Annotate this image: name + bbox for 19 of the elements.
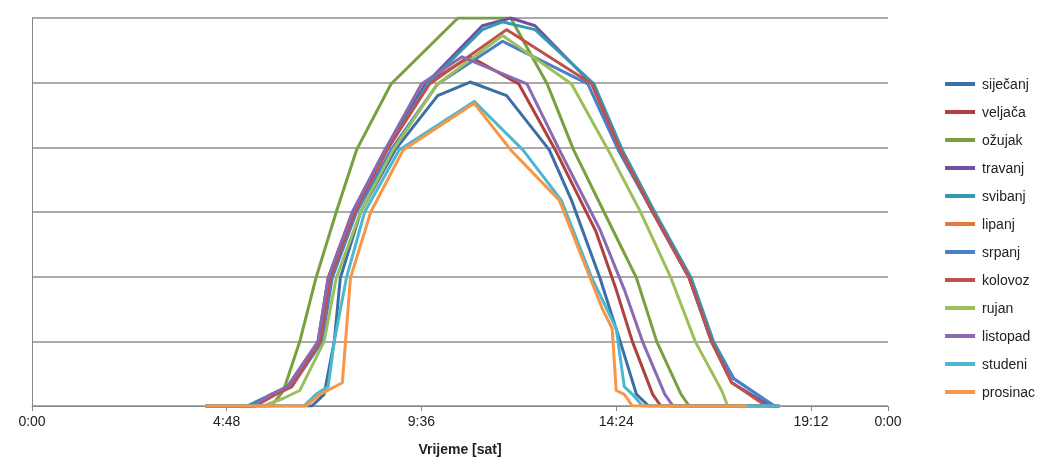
x-tick-label: 0:00: [874, 413, 902, 429]
legend-label: rujan: [982, 300, 1014, 316]
x-axis-title: Vrijeme [sat]: [418, 441, 502, 457]
legend-label: studeni: [982, 356, 1028, 372]
legend-label: lipanj: [982, 216, 1015, 232]
legend-label: veljača: [982, 104, 1026, 120]
x-tick-label: 0:00: [18, 413, 46, 429]
x-tick-label: 14:24: [598, 413, 634, 429]
legend-label: ožujak: [982, 132, 1024, 148]
legend-label: svibanj: [982, 188, 1026, 204]
legend-label: srpanj: [982, 244, 1021, 260]
x-tick-label: 4:48: [213, 413, 241, 429]
x-tick-label: 19:12: [793, 413, 829, 429]
x-tick-label: 9:36: [407, 413, 436, 429]
legend-label: prosinac: [982, 384, 1035, 400]
legend-label: siječanj: [982, 76, 1029, 92]
legend-label: listopad: [982, 328, 1031, 344]
legend-label: travanj: [982, 160, 1025, 176]
legend-label: kolovoz: [982, 272, 1030, 288]
